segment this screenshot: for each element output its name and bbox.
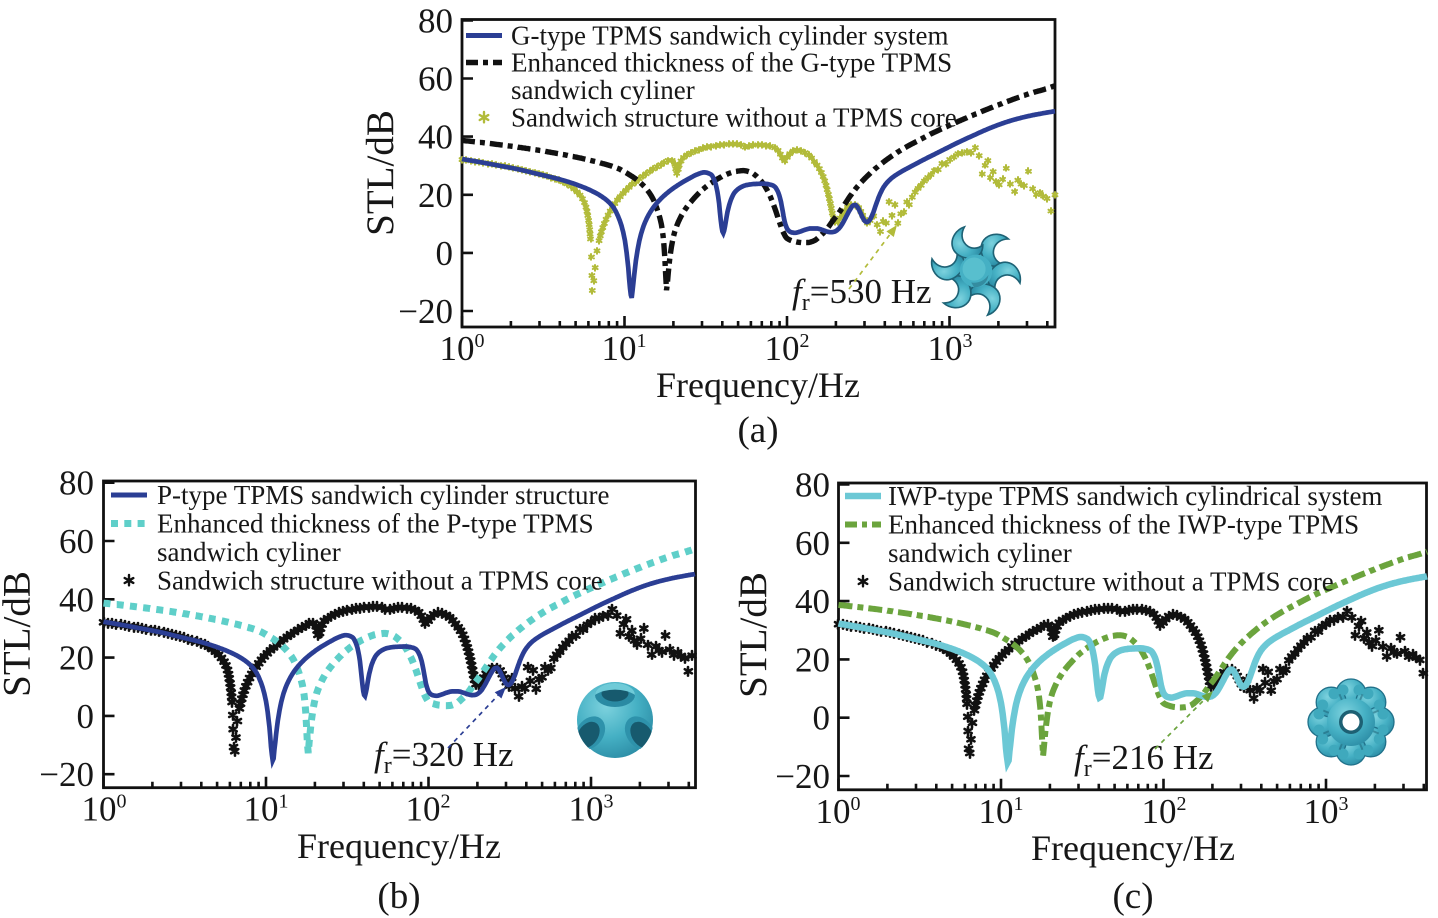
svg-text:sandwich cyliner: sandwich cyliner (888, 538, 1072, 568)
svg-text:G-type TPMS sandwich cylinder: G-type TPMS sandwich cylinder system (511, 21, 948, 51)
svg-text:20: 20 (795, 640, 830, 679)
svg-text:103: 103 (928, 329, 973, 368)
svg-text:STL/dB: STL/dB (0, 571, 39, 697)
svg-text:fr=320 Hz: fr=320 Hz (374, 735, 514, 779)
svg-text:Frequency/Hz: Frequency/Hz (1031, 828, 1235, 868)
svg-text:0: 0 (436, 234, 454, 273)
svg-text:Sandwich structure without a T: Sandwich structure without a TPMS core (511, 103, 957, 133)
svg-text:Enhanced thickness of the P-ty: Enhanced thickness of the P-type TPMS (157, 509, 594, 539)
svg-text:60: 60 (418, 60, 453, 99)
svg-text:−20: −20 (39, 755, 94, 794)
svg-text:Sandwich structure without a T: Sandwich structure without a TPMS core (157, 566, 603, 596)
svg-text:101: 101 (244, 790, 289, 829)
svg-text:101: 101 (602, 329, 647, 368)
svg-text:60: 60 (59, 522, 94, 561)
svg-text:Enhanced thickness of the IWP-: Enhanced thickness of the IWP-type TPMS (888, 510, 1359, 540)
svg-text:40: 40 (795, 582, 830, 621)
svg-text:(b): (b) (377, 876, 420, 917)
svg-text:0: 0 (813, 699, 831, 738)
svg-text:IWP-type TPMS sandwich cylindr: IWP-type TPMS sandwich cylindrical syste… (888, 481, 1382, 511)
svg-text:sandwich cyliner: sandwich cyliner (157, 537, 341, 567)
svg-text:60: 60 (795, 524, 830, 563)
svg-text:40: 40 (59, 580, 94, 619)
svg-text:80: 80 (795, 466, 830, 505)
svg-text:0: 0 (77, 697, 95, 736)
svg-text:20: 20 (418, 176, 453, 215)
svg-text:Sandwich structure without a T: Sandwich structure without a TPMS core (888, 567, 1334, 597)
svg-text:80: 80 (59, 464, 94, 503)
svg-text:STL/dB: STL/dB (359, 110, 402, 236)
svg-text:20: 20 (59, 639, 94, 678)
svg-text:80: 80 (418, 1, 453, 40)
svg-text:fr=530 Hz: fr=530 Hz (792, 272, 932, 316)
svg-text:−20: −20 (775, 757, 830, 796)
svg-text:(c): (c) (1112, 876, 1153, 917)
svg-text:sandwich cyliner: sandwich cyliner (511, 75, 695, 105)
svg-text:STL/dB: STL/dB (732, 572, 775, 698)
svg-text:40: 40 (418, 118, 453, 157)
svg-text:Frequency/Hz: Frequency/Hz (297, 826, 501, 866)
svg-text:Enhanced thickness of the G-ty: Enhanced thickness of the G-type TPMS (511, 48, 952, 78)
svg-text:fr=216 Hz: fr=216 Hz (1074, 738, 1214, 782)
svg-text:(a): (a) (737, 410, 778, 451)
svg-text:P-type TPMS sandwich cylinder: P-type TPMS sandwich cylinder structure (157, 480, 609, 510)
svg-text:Frequency/Hz: Frequency/Hz (656, 365, 860, 405)
svg-text:−20: −20 (398, 292, 453, 331)
